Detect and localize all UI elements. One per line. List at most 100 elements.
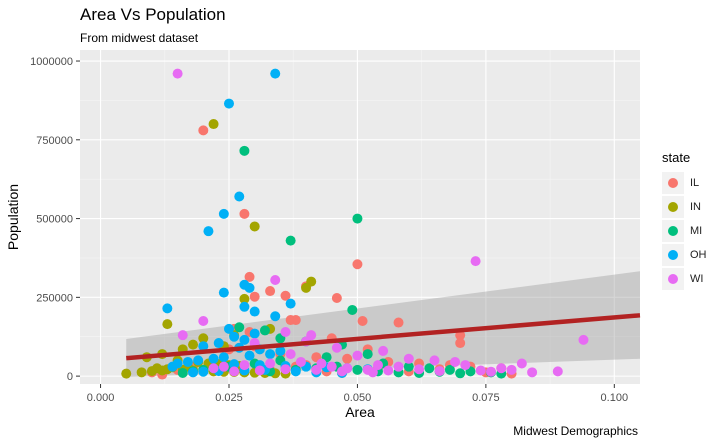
data-point-mi: [403, 361, 414, 372]
data-point-oh: [285, 298, 296, 309]
chart-caption: Midwest Demographics: [513, 424, 638, 438]
data-point-wi: [414, 364, 425, 375]
data-point-oh: [239, 301, 250, 312]
y-axis-label: Population: [5, 184, 21, 250]
data-point-oh: [203, 226, 214, 237]
chart-subtitle: From midwest dataset: [80, 31, 199, 45]
x-tick-label: 0.100: [601, 392, 629, 404]
x-tick-label: 0.025: [215, 392, 243, 404]
legend-label: IN: [690, 201, 701, 213]
data-point-oh: [239, 334, 250, 345]
data-point-oh: [229, 359, 240, 370]
data-point-oh: [198, 366, 209, 377]
data-point-il: [342, 353, 353, 364]
data-point-wi: [378, 345, 389, 356]
data-point-wi: [578, 334, 589, 345]
data-point-wi: [326, 361, 337, 372]
data-point-oh: [182, 356, 193, 367]
data-point-wi: [337, 366, 348, 377]
trend-line: [126, 313, 641, 361]
data-point-wi: [372, 360, 383, 371]
data-point-mi: [285, 235, 296, 246]
data-point-il: [239, 208, 250, 219]
data-point-il: [198, 125, 209, 136]
data-point-in: [121, 368, 132, 379]
data-point-oh: [244, 282, 255, 293]
data-point-oh: [265, 349, 276, 360]
data-point-wi: [265, 358, 276, 369]
data-point-wi: [506, 364, 517, 375]
legend-key: [662, 244, 684, 266]
data-point-wi: [486, 366, 497, 377]
x-tick-label: 0.075: [472, 392, 500, 404]
legend-dot-icon: [668, 178, 678, 188]
data-point-wi: [552, 366, 563, 377]
legend-item-il: IL: [662, 171, 707, 195]
data-point-wi: [218, 361, 229, 372]
data-point-wi: [434, 366, 445, 377]
legend-dot-icon: [668, 274, 678, 284]
legend-label: MI: [690, 225, 703, 237]
data-point-mi: [352, 213, 363, 224]
data-point-oh: [290, 366, 301, 377]
axes: 0.000 0.025 0.050 0.075 0.100 0 250000 500000 75…: [30, 56, 628, 404]
data-point-il: [265, 286, 276, 297]
data-point-oh: [270, 311, 281, 322]
legend-dot-icon: [668, 226, 678, 236]
data-point-mi: [259, 325, 270, 336]
data-point-wi: [393, 361, 404, 372]
legend-item-oh: OH: [662, 243, 707, 267]
data-point-wi: [229, 366, 240, 377]
data-point-in: [157, 365, 168, 376]
data-point-wi: [198, 315, 209, 326]
data-point-il: [249, 291, 260, 302]
data-point-wi: [208, 363, 219, 374]
legend-label: OH: [690, 249, 707, 261]
data-point-oh: [193, 355, 204, 366]
data-point-wi: [280, 364, 291, 375]
data-point-oh: [208, 353, 219, 364]
data-point-mi: [234, 322, 245, 333]
data-point-oh: [223, 98, 234, 109]
x-axis-label: Area: [345, 404, 375, 420]
data-point-wi: [331, 342, 342, 353]
data-point-mi: [239, 145, 250, 156]
legend-title: state: [662, 150, 691, 165]
data-point-mi: [424, 363, 435, 374]
data-point-oh: [213, 338, 224, 349]
data-point-mi: [347, 304, 358, 315]
data-point-wi: [460, 360, 471, 371]
data-point-mi: [177, 367, 188, 378]
chart-title: Area Vs Population: [80, 5, 226, 24]
data-point-mi: [352, 364, 363, 375]
data-point-il: [455, 338, 466, 349]
data-point-wi: [172, 68, 183, 79]
legend-item-in: IN: [662, 195, 707, 219]
data-point-wi: [403, 353, 414, 364]
y-tick-label: 750000: [36, 135, 73, 147]
data-point-oh: [198, 341, 209, 352]
data-point-oh: [218, 208, 229, 219]
legend-label: WI: [690, 273, 704, 285]
data-point-oh: [188, 367, 199, 378]
data-point-mi: [362, 349, 373, 360]
data-point-il: [393, 317, 404, 328]
y-tick-label: 500000: [36, 214, 73, 226]
data-point-oh: [223, 323, 234, 334]
data-point-oh: [218, 287, 229, 298]
legend-key: [662, 172, 684, 194]
data-point-wi: [367, 367, 378, 378]
data-point-oh: [229, 331, 240, 342]
data-point-wi: [470, 256, 481, 267]
data-point-oh: [167, 361, 178, 372]
data-point-il: [357, 315, 368, 326]
data-point-il: [280, 290, 291, 301]
data-point-il: [244, 271, 255, 282]
data-point-oh: [249, 306, 260, 317]
data-point-wi: [516, 358, 527, 369]
legend: state IL IN MI OH WI: [662, 150, 707, 291]
data-point-oh: [249, 328, 260, 339]
data-point-wi: [177, 330, 188, 341]
data-point-il: [285, 315, 296, 326]
